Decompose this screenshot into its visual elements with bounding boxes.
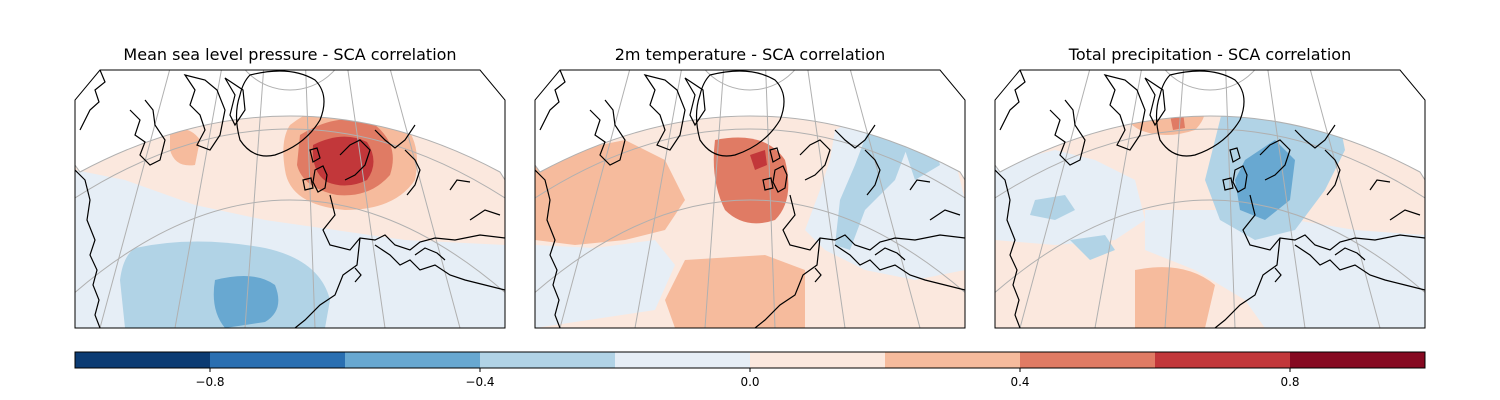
colorbar-bin [1290, 352, 1426, 368]
map-frame [994, 69, 1426, 329]
msl-correlation-field [75, 116, 505, 328]
t2m-correlation-field [535, 116, 965, 328]
map-panel-t2m [534, 69, 966, 329]
map-panel-tp [994, 69, 1426, 329]
colorbar-bin [1020, 352, 1156, 368]
colorbar-bin [75, 352, 211, 368]
colorbar-bins [75, 352, 1426, 368]
graticule [535, 70, 965, 328]
colorbar-tick-label: 0.0 [740, 375, 759, 389]
colorbar-tick-label: −0.8 [195, 375, 224, 389]
map-panel-msl [74, 69, 506, 329]
colorbar-bin [885, 352, 1021, 368]
coastlines [535, 70, 965, 328]
colorbar-tick-label: 0.4 [1010, 375, 1029, 389]
colorbar-tick-label: −0.4 [465, 375, 494, 389]
panel-title-msl: Mean sea level pressure - SCA correlatio… [123, 45, 457, 64]
coastlines [75, 70, 505, 328]
colorbar-tick-label: 0.8 [1280, 375, 1299, 389]
map-frame [74, 69, 506, 329]
panel-title-tp: Total precipitation - SCA correlation [1068, 45, 1352, 64]
colorbar-bin [615, 352, 751, 368]
map-frame [534, 69, 966, 329]
panel-title-t2m: 2m temperature - SCA correlation [614, 45, 886, 64]
colorbar-bin [1155, 352, 1291, 368]
tp-correlation-field [995, 116, 1425, 328]
colorbar-ticks: −0.8 −0.4 0.0 0.4 0.8 [195, 368, 1300, 389]
colorbar-bin [345, 352, 481, 368]
colorbar-bin [750, 352, 886, 368]
colorbar-bin [210, 352, 346, 368]
coastlines [995, 70, 1425, 328]
colorbar: −0.8 −0.4 0.0 0.4 0.8 [74, 351, 1426, 389]
colorbar-bin [480, 352, 616, 368]
